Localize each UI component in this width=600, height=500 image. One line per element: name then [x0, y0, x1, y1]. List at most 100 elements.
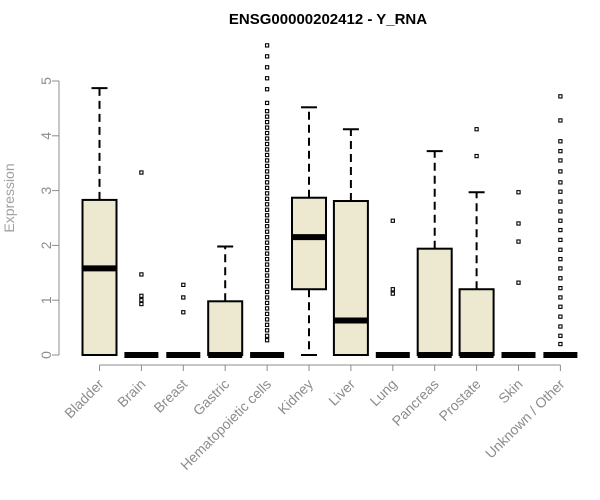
box-unknown-other: [543, 94, 578, 358]
outlier-point: [558, 237, 563, 243]
box-brain: [124, 170, 159, 358]
outlier-point: [264, 229, 270, 234]
outlier-point: [264, 130, 270, 136]
outlier-point: [264, 114, 270, 119]
outlier-point: [264, 43, 270, 48]
outlier-point: [474, 127, 479, 132]
box-body: [81, 198, 118, 356]
outlier-point: [264, 300, 270, 306]
outlier-point: [558, 341, 563, 347]
box-bladder: [81, 87, 118, 356]
y-tick-label: 3: [38, 186, 54, 194]
box-body: [291, 196, 327, 291]
outlier-point: [558, 285, 563, 291]
outlier-point: [264, 267, 270, 273]
outlier-point: [558, 209, 563, 214]
outlier-point: [558, 189, 563, 194]
outlier-point: [264, 224, 270, 229]
y-tick-label: 2: [38, 241, 54, 249]
outlier-point: [558, 227, 563, 233]
outlier-point: [264, 251, 270, 256]
y-axis-label: Expression: [1, 163, 17, 232]
outlier-point: [139, 293, 144, 298]
outlier-point: [264, 202, 270, 207]
x-tick-label: Liver: [325, 376, 358, 409]
outlier-point: [558, 256, 563, 262]
outlier-point: [139, 170, 144, 175]
outlier-point: [558, 333, 563, 338]
outlier-point: [558, 180, 563, 185]
outlier-point: [264, 158, 270, 163]
box-body: [458, 288, 495, 356]
x-tick-label: Brain: [114, 376, 148, 410]
outlier-point: [558, 199, 563, 204]
y-axis: 0 1 2 3 4 5: [38, 77, 60, 359]
outlier-point: [264, 100, 270, 106]
outlier-point: [558, 94, 563, 99]
outlier-point: [264, 284, 270, 289]
outlier-point: [181, 282, 186, 288]
boxes-group: [81, 43, 578, 358]
y-tick-label: 1: [38, 296, 54, 304]
outlier-point: [390, 287, 395, 292]
outlier-point: [516, 221, 521, 226]
x-tick-label: Skin: [495, 376, 526, 407]
y-tick-label: 5: [38, 77, 54, 85]
box-liver: [332, 128, 369, 356]
outlier-point: [264, 213, 270, 218]
outlier-point: [264, 256, 270, 262]
outlier-point: [516, 190, 521, 195]
box-body: [416, 247, 453, 356]
outlier-point: [264, 141, 270, 147]
x-tick-label: Prostate: [436, 376, 484, 424]
y-tick-label: 0: [38, 351, 54, 359]
outlier-point: [181, 295, 186, 300]
outlier-point: [264, 333, 270, 338]
outlier-point: [264, 136, 270, 141]
box-kidney: [291, 106, 327, 356]
outlier-point: [264, 65, 270, 70]
outlier-point: [264, 108, 270, 114]
outlier-point: [558, 314, 563, 319]
outlier-point: [264, 54, 270, 59]
box-skin: [501, 190, 536, 358]
outlier-point: [264, 328, 270, 333]
outlier-point: [558, 148, 563, 154]
x-tick-label: Breast: [150, 376, 190, 416]
outlier-point: [558, 295, 563, 300]
outlier-point: [264, 322, 270, 328]
outlier-point: [264, 174, 270, 180]
outlier-point: [264, 207, 270, 212]
outlier-point: [558, 158, 563, 163]
box-breast: [166, 282, 201, 358]
outlier-point: [264, 240, 270, 245]
outlier-point: [264, 169, 270, 174]
outlier-point: [139, 298, 144, 303]
box-body: [207, 300, 244, 356]
outlier-point: [516, 280, 521, 285]
outlier-point: [264, 295, 270, 300]
outlier-point: [558, 324, 563, 329]
outlier-point: [558, 276, 563, 281]
outlier-point: [264, 317, 270, 322]
outlier-point: [558, 266, 563, 271]
outlier-point: [264, 306, 270, 311]
outlier-point: [264, 191, 270, 196]
box-lung: [375, 218, 410, 358]
outlier-point: [264, 235, 270, 240]
outlier-point: [139, 272, 144, 277]
box-prostate: [458, 127, 495, 358]
y-tick-label: 4: [38, 132, 54, 140]
outlier-point: [264, 87, 270, 92]
outlier-point: [264, 218, 270, 223]
outlier-point: [264, 196, 270, 201]
outlier-point: [264, 180, 270, 185]
outlier-point: [264, 125, 270, 130]
box-hematopoietic-cells: [250, 43, 285, 358]
chart-title: ENSG00000202412 - Y_RNA: [229, 11, 427, 28]
x-tick-label: Lung: [367, 376, 400, 409]
outlier-point: [558, 218, 563, 223]
outlier-point: [264, 119, 270, 125]
outlier-point: [264, 163, 270, 169]
outlier-point: [558, 304, 563, 309]
